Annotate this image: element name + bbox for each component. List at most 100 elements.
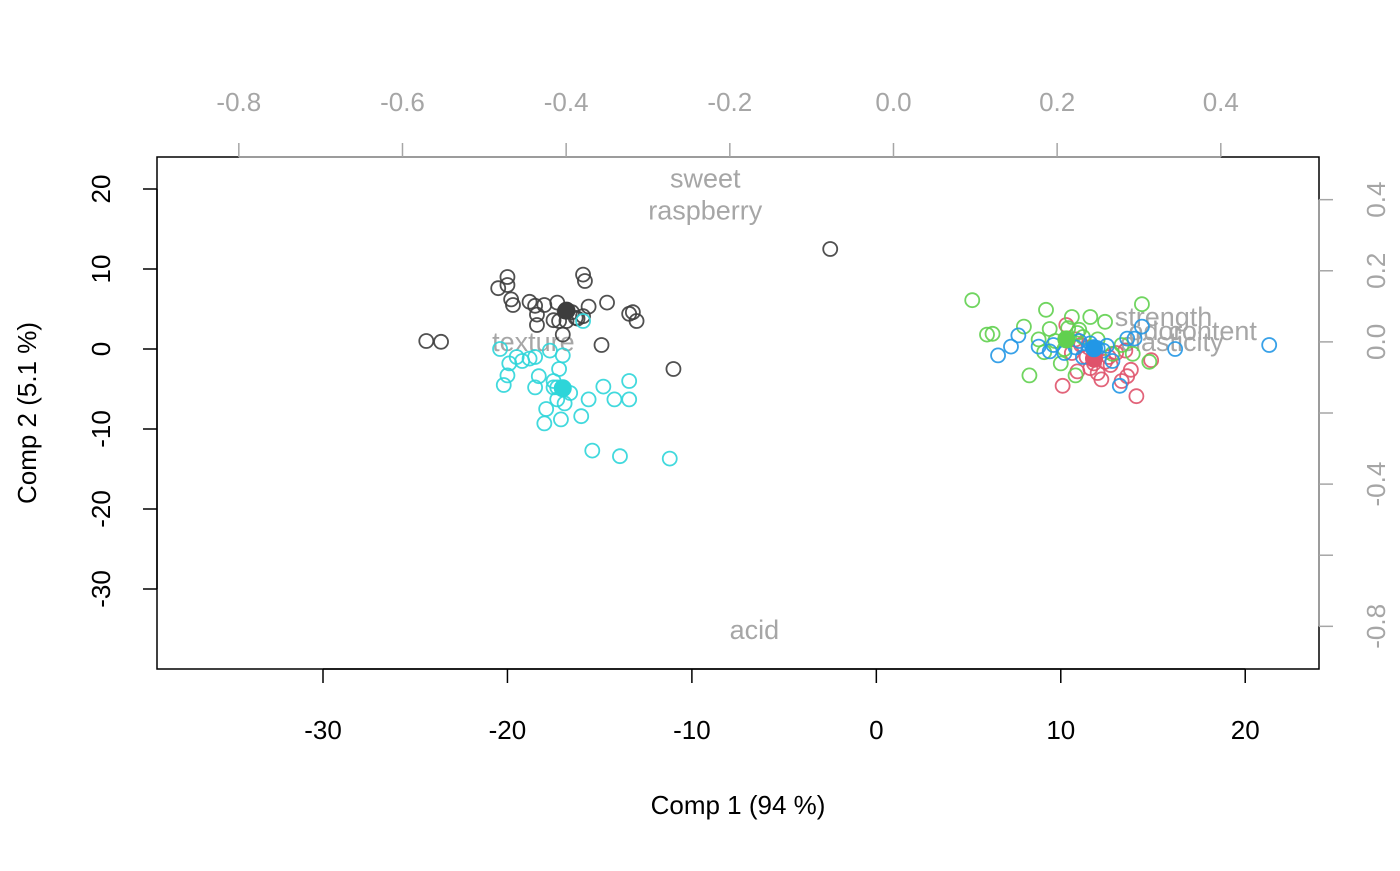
data-point xyxy=(628,313,645,329)
data-point xyxy=(577,273,593,289)
variable-label: acid xyxy=(730,615,780,645)
data-point xyxy=(584,442,601,459)
data-point xyxy=(1021,367,1038,384)
data-point xyxy=(1038,301,1054,318)
data-point xyxy=(527,379,544,396)
data-point xyxy=(1097,313,1113,330)
data-point xyxy=(1015,318,1032,335)
data-point xyxy=(505,297,521,313)
data-point xyxy=(984,325,1001,342)
data-point xyxy=(499,269,516,285)
data-point xyxy=(1119,330,1136,347)
secondary-x-tick-label: -0.8 xyxy=(216,87,261,117)
y-tick-label: -20 xyxy=(86,490,116,528)
data-point xyxy=(580,298,597,315)
data-point xyxy=(1143,352,1160,369)
data-point xyxy=(1126,330,1143,347)
data-point xyxy=(661,450,678,467)
secondary-x-tick-label: -0.4 xyxy=(544,87,589,117)
data-point xyxy=(665,361,682,377)
variable-label: strength xyxy=(1115,302,1213,332)
x-tick-label: 20 xyxy=(1231,715,1260,745)
data-point xyxy=(1067,367,1084,384)
data-point xyxy=(575,308,591,325)
data-point xyxy=(1124,345,1141,362)
data-point xyxy=(1030,331,1047,348)
x-axis-title: Comp 1 (94 %) xyxy=(651,790,826,820)
data-point xyxy=(1141,353,1158,370)
group-centroid xyxy=(1084,339,1103,358)
secondary-x-tick-label: 0.0 xyxy=(875,87,911,117)
data-point xyxy=(621,391,638,408)
data-point xyxy=(1111,377,1128,394)
data-point xyxy=(1261,337,1278,353)
data-point xyxy=(822,241,839,257)
data-point xyxy=(1093,371,1110,388)
data-point xyxy=(1104,345,1121,362)
group-centroid xyxy=(1057,330,1076,349)
y-tick-label: 0 xyxy=(86,342,116,356)
data-point xyxy=(492,341,508,357)
data-point xyxy=(529,317,545,333)
data-point xyxy=(490,280,507,297)
data-point xyxy=(553,411,569,428)
data-point xyxy=(979,326,995,343)
data-point xyxy=(1054,377,1071,394)
data-point xyxy=(1010,327,1027,344)
secondary-y-tick-label: 0.2 xyxy=(1361,253,1391,289)
group-centroid xyxy=(553,379,572,398)
y-tick-label: 10 xyxy=(86,255,116,284)
data-point xyxy=(527,297,544,314)
data-point xyxy=(1003,338,1019,355)
data-point xyxy=(1063,309,1080,325)
x-tick-label: 10 xyxy=(1046,715,1075,745)
data-point xyxy=(593,337,610,353)
data-point xyxy=(599,294,615,311)
data-point xyxy=(595,378,612,395)
data-point xyxy=(495,377,512,393)
y-tick-label: -10 xyxy=(86,410,116,448)
x-tick-label: -30 xyxy=(304,715,342,745)
x-tick-label: -20 xyxy=(489,715,527,745)
secondary-x-tick-label: -0.2 xyxy=(707,87,752,117)
secondary-x-tick-label: 0.2 xyxy=(1039,87,1075,117)
data-point xyxy=(575,266,591,283)
variable-label: raspberry xyxy=(648,195,763,225)
data-point xyxy=(538,401,555,417)
group-centroids xyxy=(553,301,1103,398)
group-centroid xyxy=(557,301,576,320)
data-point xyxy=(551,361,567,377)
y-axis-title: Comp 2 (5.1 %) xyxy=(12,322,42,504)
data-point xyxy=(545,312,562,329)
variable-label: content xyxy=(1168,316,1257,346)
data-point xyxy=(624,304,641,321)
data-point xyxy=(612,448,628,465)
x-tick-label: 0 xyxy=(869,715,883,745)
secondary-x-tick-label: -0.6 xyxy=(380,87,425,117)
data-point xyxy=(1104,353,1121,369)
data-point xyxy=(1052,355,1069,372)
y-tick-label: 20 xyxy=(86,175,116,204)
data-point xyxy=(580,391,597,408)
axes: -30 -20 -10 0 10 20 20 10 0 -10 -20 -30 -0.8 -0.6 -0.4… xyxy=(86,87,1391,745)
secondary-y-tick-label: -0.8 xyxy=(1361,604,1391,649)
data-point xyxy=(530,368,547,385)
data-point xyxy=(527,349,544,365)
data-point xyxy=(1128,388,1145,405)
data-point xyxy=(499,367,516,384)
secondary-x-tick-label: 0.4 xyxy=(1203,87,1239,117)
data-point xyxy=(575,313,591,329)
data-point xyxy=(621,373,638,389)
y-tick-label: -30 xyxy=(86,570,116,608)
data-point xyxy=(573,408,590,425)
data-point xyxy=(499,277,516,293)
secondary-y-tick-label: -0.4 xyxy=(1361,462,1391,507)
data-point xyxy=(1071,321,1088,338)
data-point xyxy=(990,347,1006,364)
secondary-y-tick-label: 0.4 xyxy=(1361,182,1391,218)
data-point xyxy=(1082,309,1099,325)
data-point xyxy=(1134,296,1150,313)
data-point xyxy=(1167,341,1184,357)
